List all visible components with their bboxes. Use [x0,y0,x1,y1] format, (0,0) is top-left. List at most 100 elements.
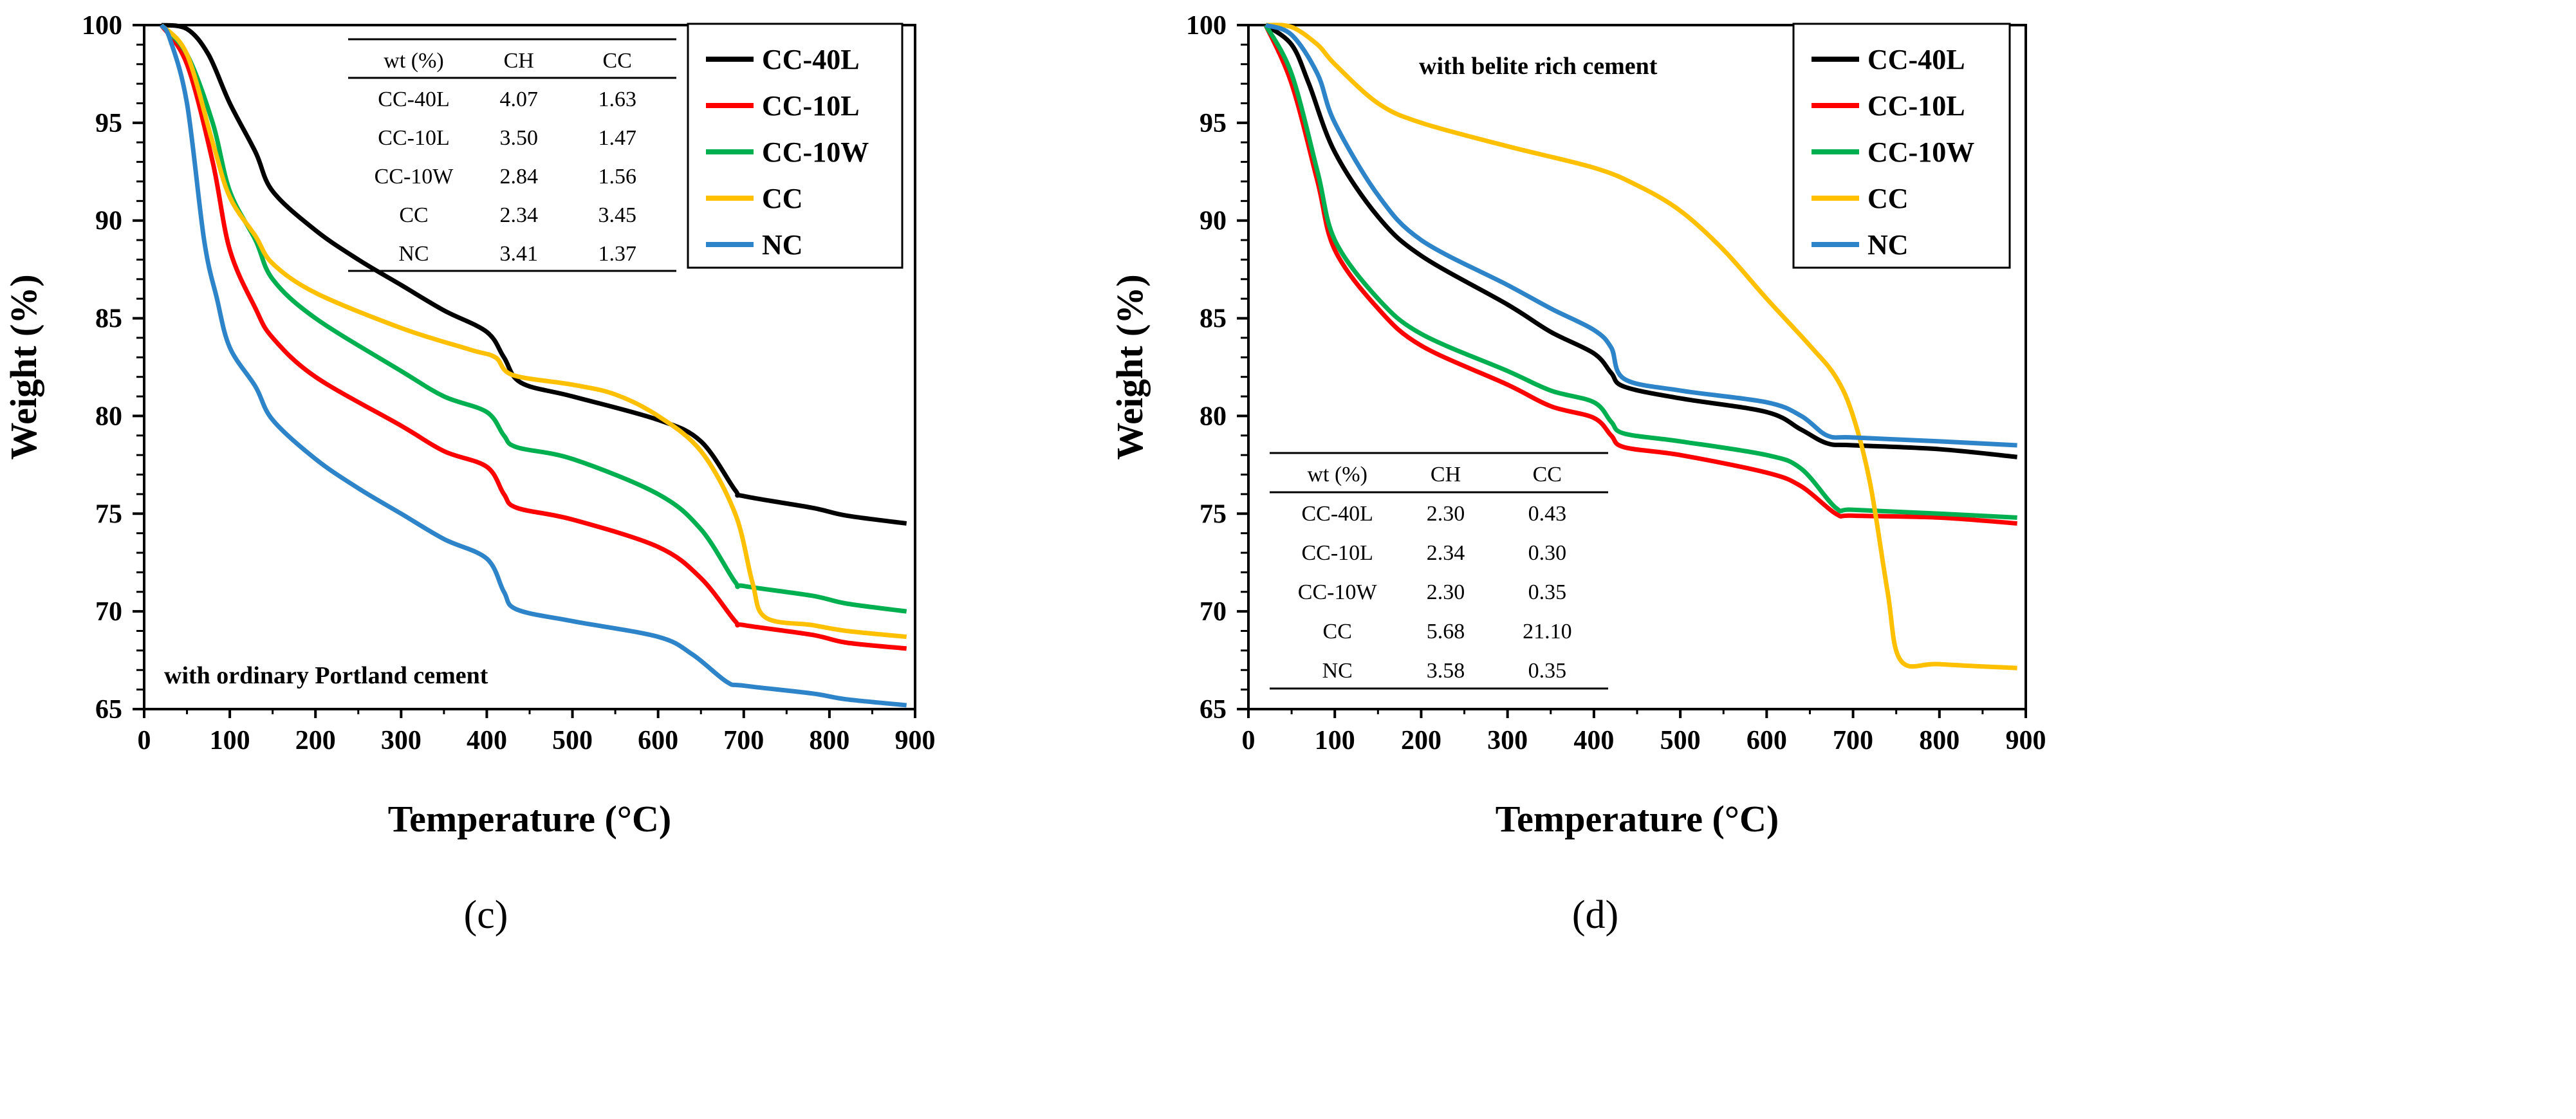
legend: CC-40L CC-10L CC-10W CC NC [687,23,903,269]
chart-panel-d: 0 100 200 300 400 500 600 700 800 900 65 70 75 80 85 90… [1109,11,2046,937]
table-cell: 5.68 [1427,620,1465,643]
x-tick-label: 0 [1242,726,1256,755]
table-cell: 0.35 [1528,580,1567,604]
table-cell: 3.50 [499,126,538,150]
y-axis-title: Weight (%) [1109,274,1151,459]
table-cell: 3.41 [499,242,538,266]
y-tick-label: 80 [95,402,122,431]
table-cell: 0.30 [1528,541,1567,565]
y-tick-label: 85 [95,304,122,334]
table-cell: CC-10W [375,165,454,189]
x-tick-label: 500 [1660,726,1701,755]
table-cell: 4.07 [499,88,538,111]
table-cell: 0.43 [1528,502,1567,526]
chart-panel-c: 0 100 200 300 400 500 600 700 800 900 65 70 75 80 85 90… [3,11,936,937]
x-tick-label: 100 [1315,726,1355,755]
table-cell: 3.58 [1427,659,1465,683]
x-tick-label: 900 [895,726,936,755]
y-tick-label: 80 [1200,402,1227,431]
series-line-cc [159,23,907,640]
table-cell: CC-10L [378,126,449,150]
x-axis-title: Temperature (°C) [388,798,671,840]
table-cell: 2.30 [1427,580,1465,604]
annotation-text: with belite rich cement [1419,53,1658,80]
annotation-text: with ordinary Portland cement [164,662,488,689]
y-axis-title: Weight (%) [3,274,44,459]
legend-label: CC-10W [1867,136,1974,168]
data-table: wt (%) CH CC CC-40L 2.30 0.43 CC-10L 2.34 0.30 CC… [1270,452,1608,690]
table-cell: 2.84 [499,165,538,189]
legend-label: CC-40L [1867,44,1965,75]
table-cell: 1.47 [598,126,636,150]
series-line-cc-10w [159,23,907,614]
legend-label: NC [1867,229,1909,261]
x-tick-label: 300 [381,726,422,755]
table-header: CH [1431,463,1461,486]
y-tick-label: 75 [95,499,122,529]
series-line-cc-40l [161,23,907,526]
table-cell: 3.45 [598,203,636,227]
x-tick-label: 0 [138,726,151,755]
table-cell: CC [1323,620,1352,643]
x-axis-title: Temperature (°C) [1496,798,1779,840]
y-tick-label: 100 [1186,11,1227,41]
table-cell: NC [398,242,429,266]
table-cell: 1.63 [598,88,636,111]
table-cell: 1.37 [598,242,636,266]
y-tick-label: 90 [95,207,122,236]
legend-label: CC-10W [762,136,869,168]
legend: CC-40L CC-10L CC-10W CC NC [1792,23,2011,269]
table-cell: CC-40L [1301,502,1373,526]
x-tick-label: 900 [2006,726,2046,755]
y-tick-label: 85 [1200,304,1227,334]
x-tick-label: 700 [1833,726,1873,755]
y-tick-label: 70 [95,597,122,627]
series-line-cc-10w [1263,24,2017,520]
table-cell: 2.34 [1427,541,1465,565]
table-cell: 1.56 [598,165,636,189]
x-tick-label: 500 [552,726,593,755]
table-cell: CC-10W [1298,580,1378,604]
y-tick-label: 95 [1200,109,1227,138]
data-table: wt (%) CH CC CC-40L 4.07 1.63 CC-10L 3.50 1.47 CC… [348,38,676,272]
table-header: CC [603,49,632,73]
table-cell: CC-10L [1301,541,1373,565]
y-tick-label: 75 [1200,499,1227,529]
y-tick-label: 65 [1200,695,1227,725]
legend-label: CC-40L [762,44,860,75]
x-tick-label: 200 [295,726,336,755]
table-cell: CC [399,203,428,227]
x-tick-label: 300 [1487,726,1528,755]
legend-box [1792,23,2011,269]
series-line-cc-10l [159,23,907,651]
legend-label: CC [1867,183,1909,214]
legend-box [687,23,903,269]
legend-label: CC-10L [1867,90,1965,122]
legend-label: NC [762,229,803,261]
table-header: wt (%) [1307,463,1367,486]
x-tick-label: 600 [638,726,678,755]
series-line-nc [159,23,907,708]
y-tick-label: 90 [1200,207,1227,236]
table-header: CH [504,49,534,73]
series-line-cc-40l [1264,23,2017,459]
table-cell: 0.35 [1528,659,1567,683]
series-line-cc [1265,23,2017,670]
x-tick-label: 800 [1919,726,1960,755]
table-cell: CC-40L [378,88,449,111]
x-tick-label: 400 [1573,726,1614,755]
x-tick-label: 100 [210,726,250,755]
table-cell: 2.34 [499,203,538,227]
panel-label: (c) [464,893,508,937]
x-tick-label: 400 [467,726,507,755]
table-cell: 21.10 [1523,620,1572,643]
table-header: CC [1533,463,1562,486]
panel-label: (d) [1572,893,1618,937]
y-tick-label: 65 [95,695,122,725]
x-tick-label: 200 [1401,726,1441,755]
x-tick-label: 600 [1747,726,1787,755]
legend-label: CC [762,183,803,214]
y-tick-label: 100 [82,11,122,41]
x-tick-label: 800 [809,726,849,755]
table-header: wt (%) [384,49,443,73]
